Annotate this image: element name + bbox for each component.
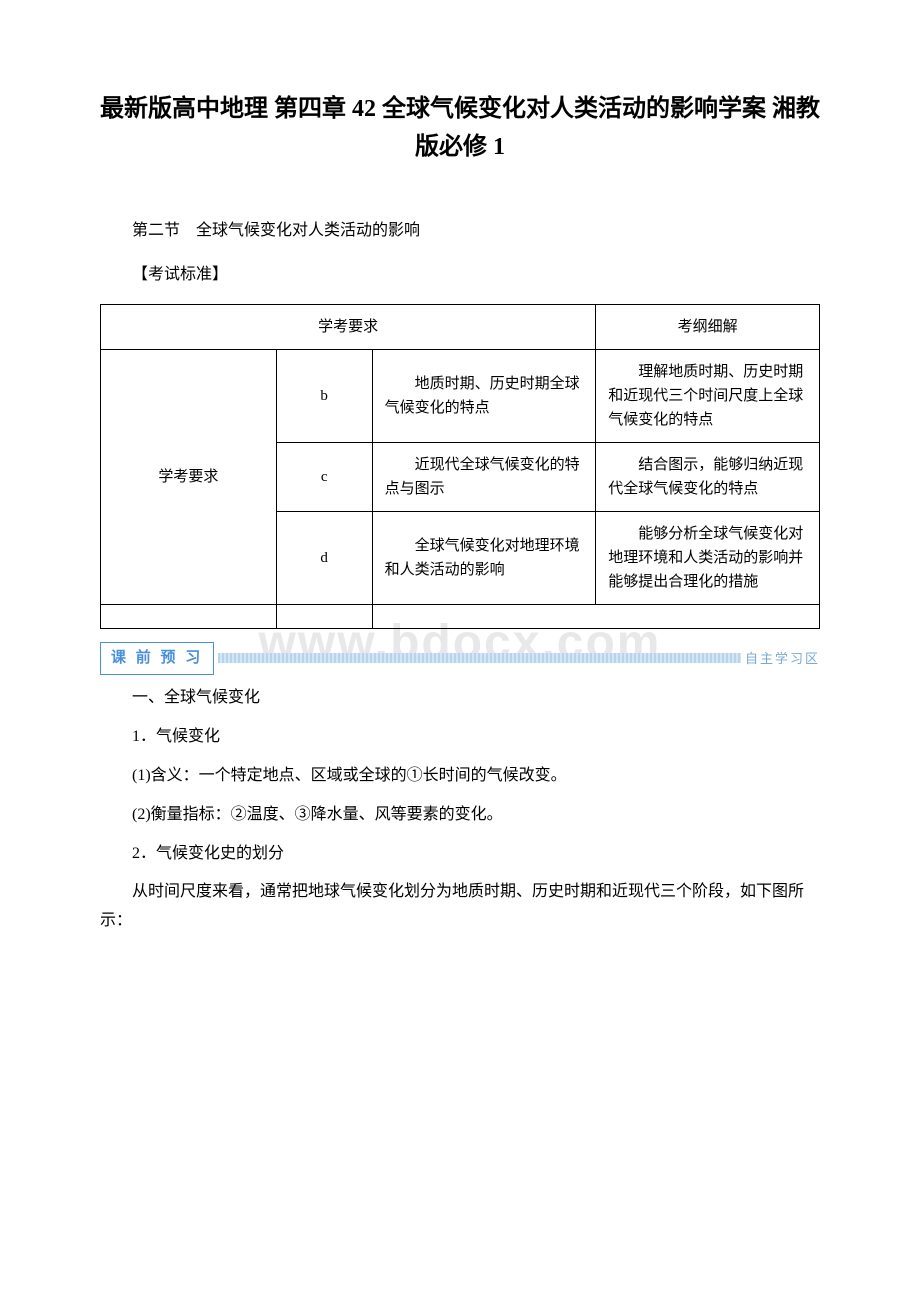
heading-1: 一、全球气候变化 bbox=[100, 684, 820, 713]
requirement-cell: 全球气候变化对地理环境和人类活动的影响 bbox=[372, 512, 596, 605]
explanation-cell: 结合图示，能够归纳近现代全球气候变化的特点 bbox=[596, 443, 820, 512]
explanation-cell: 理解地质时期、历史时期和近现代三个时间尺度上全球气候变化的特点 bbox=[596, 350, 820, 443]
table-header-row: 学考要求 考纲细解 bbox=[101, 305, 820, 350]
preview-banner: 课 前 预 习 自主学习区 bbox=[100, 647, 820, 669]
paragraph: (2)衡量指标：②温度、③降水量、风等要素的变化。 bbox=[100, 801, 820, 830]
header-left: 学考要求 bbox=[101, 305, 596, 350]
level-cell: b bbox=[276, 350, 372, 443]
requirement-cell: 地质时期、历史时期全球气候变化的特点 bbox=[372, 350, 596, 443]
header-right: 考纲细解 bbox=[596, 305, 820, 350]
document-title: 最新版高中地理 第四章 42 全球气候变化对人类活动的影响学案 湘教版必修 1 bbox=[100, 90, 820, 167]
empty-cell bbox=[101, 605, 277, 629]
heading-3: 2．气候变化史的划分 bbox=[100, 840, 820, 869]
exam-standard-heading: 【考试标准】 bbox=[100, 261, 820, 290]
exam-requirements-table: 学考要求 考纲细解 学考要求 b 地质时期、历史时期全球气候变化的特点 理解地质… bbox=[100, 304, 820, 629]
explanation-cell: 能够分析全球气候变化对地理环境和人类活动的影响并能够提出合理化的措施 bbox=[596, 512, 820, 605]
section-title: 第二节 全球气候变化对人类活动的影响 bbox=[100, 217, 820, 246]
rowspan-label: 学考要求 bbox=[101, 350, 277, 605]
heading-2: 1．气候变化 bbox=[100, 723, 820, 752]
banner-left-label: 课 前 预 习 bbox=[100, 642, 214, 675]
level-cell: c bbox=[276, 443, 372, 512]
paragraph: (1)含义：一个特定地点、区域或全球的①长时间的气候改变。 bbox=[100, 762, 820, 791]
table-row: 学考要求 b 地质时期、历史时期全球气候变化的特点 理解地质时期、历史时期和近现… bbox=[101, 350, 820, 443]
document-content: 最新版高中地理 第四章 42 全球气候变化对人类活动的影响学案 湘教版必修 1 … bbox=[100, 90, 820, 936]
empty-cell bbox=[372, 605, 819, 629]
banner-right-label: 自主学习区 bbox=[745, 647, 820, 670]
empty-cell bbox=[276, 605, 372, 629]
requirement-cell: 近现代全球气候变化的特点与图示 bbox=[372, 443, 596, 512]
table-empty-row bbox=[101, 605, 820, 629]
banner-divider-line bbox=[218, 653, 741, 663]
level-cell: d bbox=[276, 512, 372, 605]
paragraph: 从时间尺度来看，通常把地球气候变化划分为地质时期、历史时期和近现代三个阶段，如下… bbox=[100, 878, 820, 936]
